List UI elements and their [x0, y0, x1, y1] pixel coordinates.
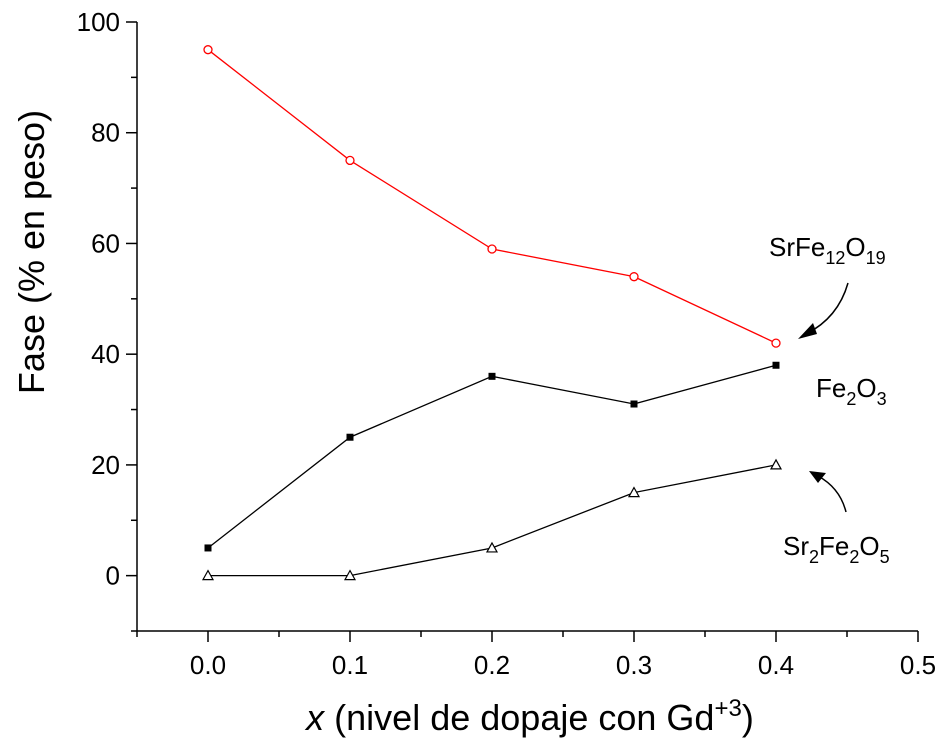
- annotation-arrows: [798, 282, 849, 513]
- fe2o3-data-point: [204, 544, 212, 552]
- x-tick-label: 0.0: [190, 650, 226, 680]
- x-axis-title-variable: x: [304, 697, 326, 738]
- series-markers: [201, 45, 783, 581]
- y-axis-title: Fase (% en peso): [11, 110, 52, 394]
- sr2fe2o5-data-point: [627, 486, 641, 498]
- x-axis-title-close: ): [742, 697, 754, 738]
- x-tick-label: 0.1: [332, 650, 368, 680]
- srfe12o19-pointer-arrowhead: [798, 323, 817, 339]
- sr2fe2o5-data-point: [201, 569, 215, 581]
- y-tick-label: 40: [91, 339, 120, 369]
- srfe12o19-data-point: [345, 155, 355, 166]
- fe2o3-data-point: [630, 400, 638, 408]
- y-ticks: [126, 21, 137, 632]
- srfe12o19-data-point: [629, 272, 639, 282]
- fe2o3-data-point: [488, 372, 496, 380]
- x-tick-label: 0.2: [474, 650, 510, 680]
- y-tick-label: 20: [91, 450, 120, 480]
- y-tick-labels: 0 20 40 60 80 100: [77, 7, 120, 591]
- x-ticks: [136, 631, 919, 642]
- y-tick-label: 0: [106, 561, 120, 591]
- fe2o3-series-label: Fe2O3: [816, 373, 887, 409]
- sr2fe2o5-data-point: [343, 569, 357, 581]
- sr2fe2o5-data-point: [769, 458, 783, 470]
- x-axis-title-text: (nivel de dopaje con Gd: [324, 697, 714, 738]
- srfe12o19-data-point: [487, 244, 497, 254]
- fe2o3-data-point: [772, 361, 780, 369]
- srfe12o19-data-point: [771, 338, 781, 348]
- x-tick-label: 0.3: [616, 650, 652, 680]
- fe2o3-data-point: [346, 433, 354, 441]
- x-axis-title-superscript: +3: [714, 695, 741, 722]
- srfe12o19-series-label: SrFe12O19: [769, 232, 886, 268]
- x-axis-title: x (nivel de dopaje con Gd+3): [304, 695, 754, 738]
- series-labels: SrFe12O19 Fe2O3 Sr2Fe2O5: [769, 232, 890, 567]
- sr2fe2o5-data-point: [485, 541, 499, 553]
- x-tick-label: 0.4: [758, 650, 794, 680]
- y-tick-label: 100: [77, 7, 120, 37]
- srfe12o19-data-point: [203, 45, 213, 55]
- sr2fe2o5-series-label: Sr2Fe2O5: [783, 531, 890, 567]
- y-tick-label: 60: [91, 228, 120, 258]
- x-tick-label: 0.5: [900, 650, 936, 680]
- x-tick-labels: 0.0 0.1 0.2 0.3 0.4 0.5: [190, 650, 936, 680]
- sr2fe2o5-pointer-arrowhead: [809, 471, 826, 483]
- y-tick-label: 80: [91, 118, 120, 148]
